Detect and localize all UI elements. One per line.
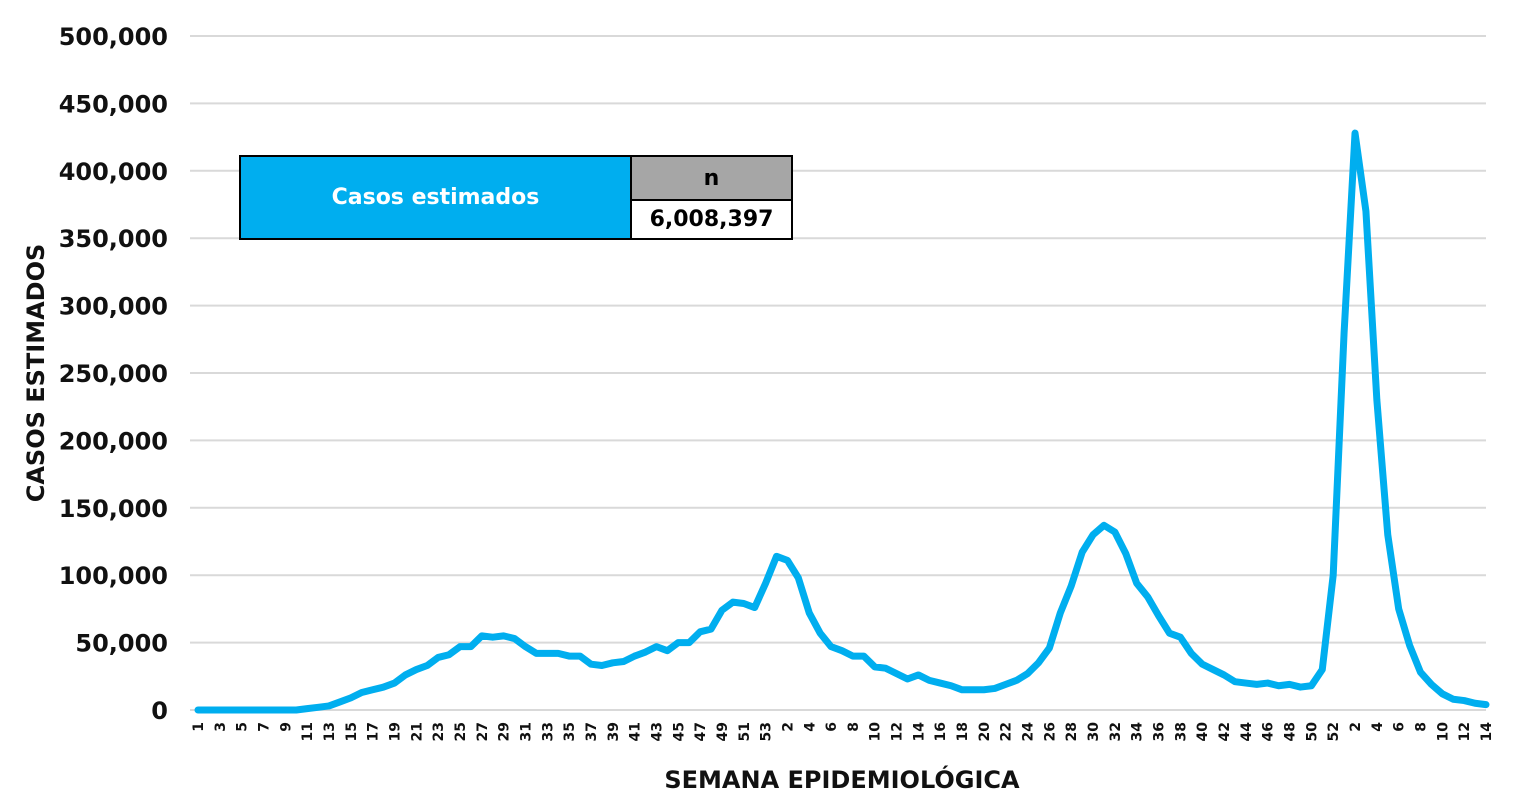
- y-tick-label: 0: [151, 697, 168, 725]
- x-tick-label: 26: [1042, 722, 1058, 741]
- x-tick-label: 17: [366, 722, 382, 741]
- summary-label: Casos estimados: [241, 157, 632, 238]
- y-axis-ticks: 0 50,000 100,000 150,000 200,000 250,000 300,0…: [59, 23, 168, 725]
- x-tick-label: 14: [1479, 722, 1495, 742]
- x-tick-label: 4: [802, 722, 818, 732]
- x-tick-label: 6: [1392, 722, 1408, 732]
- x-tick-label: 12: [1457, 722, 1473, 741]
- x-tick-label: 19: [387, 722, 403, 741]
- x-tick-label: 45: [671, 722, 687, 741]
- x-tick-label: 53: [759, 722, 775, 741]
- x-tick-label: 50: [1304, 722, 1320, 742]
- x-tick-label: 5: [235, 722, 251, 732]
- summary-total: 6,008,397: [632, 201, 791, 238]
- x-tick-label: 49: [715, 722, 731, 741]
- x-tick-label: 11: [300, 722, 316, 741]
- y-tick-label: 100,000: [59, 562, 168, 590]
- x-tick-label: 30: [1086, 722, 1102, 742]
- x-tick-label: 36: [1152, 722, 1168, 741]
- x-tick-label: 8: [846, 722, 862, 732]
- x-tick-label: 18: [955, 722, 971, 741]
- x-tick-label: 28: [1064, 722, 1080, 741]
- x-tick-label: 29: [497, 722, 513, 741]
- x-tick-label: 21: [409, 722, 425, 741]
- x-tick-label: 44: [1239, 722, 1255, 742]
- gridlines: [190, 35, 1486, 711]
- y-tick-label: 50,000: [75, 630, 168, 658]
- x-tick-label: 2: [1348, 722, 1364, 732]
- x-tick-label: 3: [213, 722, 229, 732]
- x-tick-label: 42: [1217, 722, 1233, 741]
- x-tick-label: 4: [1370, 722, 1386, 732]
- x-tick-label: 48: [1283, 722, 1299, 741]
- x-tick-label: 10: [868, 722, 884, 742]
- x-tick-label: 13: [322, 722, 338, 741]
- summary-table: Casos estimados n 6,008,397: [239, 155, 793, 240]
- y-axis-title: CASOS ESTIMADOS: [22, 244, 50, 503]
- y-tick-label: 250,000: [59, 360, 168, 388]
- x-tick-label: 31: [518, 722, 534, 741]
- summary-header: n: [632, 157, 791, 201]
- x-tick-label: 39: [606, 722, 622, 741]
- x-tick-label: 8: [1414, 722, 1430, 732]
- x-tick-label: 10: [1435, 722, 1451, 742]
- x-axis-title: SEMANA EPIDEMIOLÓGICA: [664, 764, 1020, 794]
- y-tick-label: 450,000: [59, 90, 168, 118]
- x-tick-label: 38: [1173, 722, 1189, 741]
- x-axis-ticks: 1 3 5 7 9 11 13 15 17 19 21 23 25 27 29 31 33 35 37 39 41 43 4…: [191, 722, 1495, 742]
- x-tick-label: 15: [344, 722, 360, 741]
- x-tick-label: 24: [1021, 722, 1037, 742]
- x-tick-label: 12: [890, 722, 906, 741]
- x-tick-label: 25: [453, 722, 469, 741]
- x-tick-label: 41: [628, 722, 644, 741]
- y-tick-label: 200,000: [59, 427, 168, 455]
- x-tick-label: 51: [737, 722, 753, 741]
- x-tick-label: 27: [475, 722, 491, 741]
- x-tick-label: 40: [1195, 722, 1211, 742]
- y-tick-label: 400,000: [59, 158, 168, 186]
- x-tick-label: 34: [1130, 722, 1146, 742]
- x-tick-label: 14: [911, 722, 927, 742]
- x-tick-label: 52: [1326, 722, 1342, 741]
- y-tick-label: 150,000: [59, 495, 168, 523]
- y-tick-label: 350,000: [59, 225, 168, 253]
- y-tick-label: 300,000: [59, 293, 168, 321]
- x-tick-label: 1: [191, 722, 207, 732]
- x-tick-label: 20: [977, 722, 993, 742]
- x-tick-label: 16: [933, 722, 949, 741]
- x-tick-label: 7: [256, 722, 272, 732]
- x-tick-label: 46: [1261, 722, 1277, 741]
- x-tick-label: 32: [1108, 722, 1124, 741]
- x-tick-label: 23: [431, 722, 447, 741]
- x-tick-label: 43: [649, 722, 665, 741]
- x-tick-label: 6: [824, 722, 840, 732]
- x-tick-label: 9: [278, 722, 294, 732]
- summary-values: n 6,008,397: [632, 157, 791, 238]
- x-tick-label: 2: [780, 722, 796, 732]
- x-tick-label: 22: [999, 722, 1015, 741]
- x-tick-label: 33: [540, 722, 556, 741]
- y-tick-label: 500,000: [59, 23, 168, 51]
- x-tick-label: 37: [584, 722, 600, 741]
- x-tick-label: 35: [562, 722, 578, 741]
- x-tick-label: 47: [693, 722, 709, 741]
- series-line: [194, 129, 1490, 714]
